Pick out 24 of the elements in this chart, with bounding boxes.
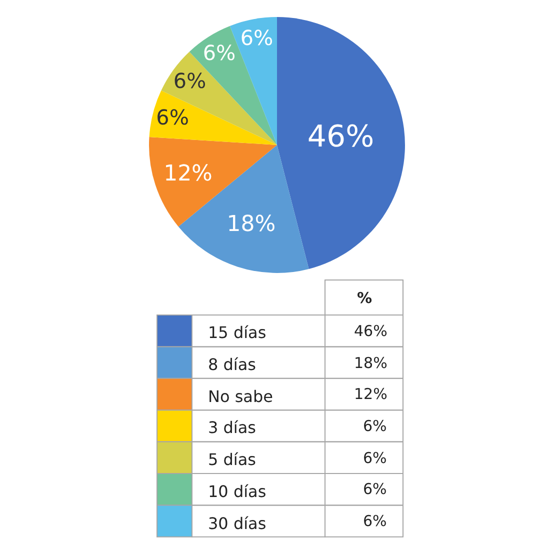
text: 6%: [363, 480, 387, 498]
data-label: 6%: [156, 105, 189, 130]
legend-label: 10 días: [208, 482, 266, 501]
legend-label: 3 días: [208, 418, 256, 437]
data-label: 6%: [202, 41, 236, 66]
text: 46%: [354, 322, 388, 340]
data-label: 12%: [164, 161, 212, 186]
legend-label: 30 días: [208, 514, 266, 533]
data-label: 6%: [240, 26, 274, 50]
legend-label: 5 días: [208, 450, 256, 469]
text: 12%: [354, 385, 388, 403]
data-label: 18%: [226, 212, 276, 237]
legend-label: 15 días: [208, 323, 266, 342]
pie-slice: [277, 17, 405, 269]
pie-slice: [149, 90, 277, 145]
data-label: 46%: [307, 119, 374, 154]
text: 18%: [354, 354, 388, 372]
legend-label: 8 días: [208, 355, 256, 374]
text: 6%: [363, 449, 387, 467]
data-label: 6%: [173, 68, 206, 93]
text: 6%: [363, 512, 387, 530]
legend-label: No sabe: [208, 387, 273, 406]
legend-title: %: [357, 289, 372, 307]
text: 6%: [363, 417, 387, 435]
